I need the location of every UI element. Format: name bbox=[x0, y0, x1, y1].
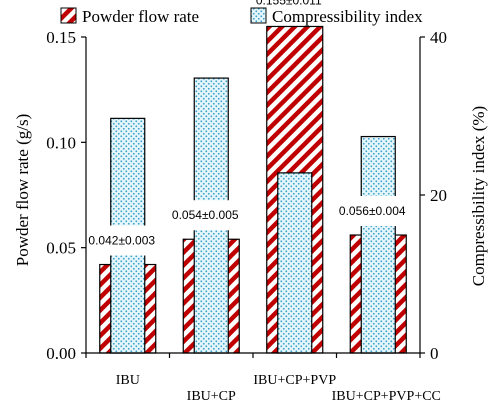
legend: Powder flow rate Compressibility index bbox=[60, 7, 423, 26]
y2-tick-label: 20 bbox=[430, 186, 447, 205]
data-label-powder-flow-rate: 0.056±0.004 bbox=[339, 204, 406, 218]
y-tick-label: 0.15 bbox=[46, 28, 76, 47]
y2-tick-label: 0 bbox=[430, 344, 439, 363]
y-axis-title: Powder flow rate (g/s) bbox=[13, 114, 32, 267]
data-label-powder-flow-rate: 0.054±0.005 bbox=[172, 208, 239, 222]
data-label-background bbox=[249, 0, 328, 16]
y2-tick-label: 40 bbox=[430, 28, 447, 47]
bar-compressibility-index bbox=[360, 135, 396, 354]
legend-swatch-compressibility-index bbox=[250, 7, 267, 24]
y-tick-label: 0.05 bbox=[46, 239, 76, 258]
x-tick-label: IBU+CP+PVP+CC bbox=[332, 389, 441, 404]
data-label-background bbox=[332, 196, 412, 227]
data-label-background bbox=[82, 225, 162, 256]
y-tick-label: 0.00 bbox=[46, 344, 76, 363]
legend-label-powder-flow-rate: Powder flow rate bbox=[82, 7, 199, 26]
plot-area bbox=[99, 25, 407, 354]
y-tick-label: 0.10 bbox=[46, 133, 76, 152]
bar-compressibility-index bbox=[277, 172, 313, 354]
data-label-background bbox=[165, 200, 245, 231]
data-label-powder-flow-rate: 0.042±0.003 bbox=[88, 234, 155, 248]
data-label-powder-flow-rate: 0.155±0.011 bbox=[256, 0, 322, 7]
legend-swatch-powder-flow-rate bbox=[60, 7, 77, 24]
y2-axis-title: Compressibility index (%) bbox=[469, 106, 488, 286]
x-tick-label: IBU+CP+PVP bbox=[253, 373, 336, 388]
data-labels: 0.042±0.003 0.054±0.005 0.155±0.011 0.056±0… bbox=[82, 0, 412, 256]
x-tick-label: IBU+CP bbox=[187, 389, 236, 404]
x-tick-label: IBU bbox=[116, 373, 140, 388]
legend-label-compressibility-index: Compressibility index bbox=[272, 7, 423, 26]
